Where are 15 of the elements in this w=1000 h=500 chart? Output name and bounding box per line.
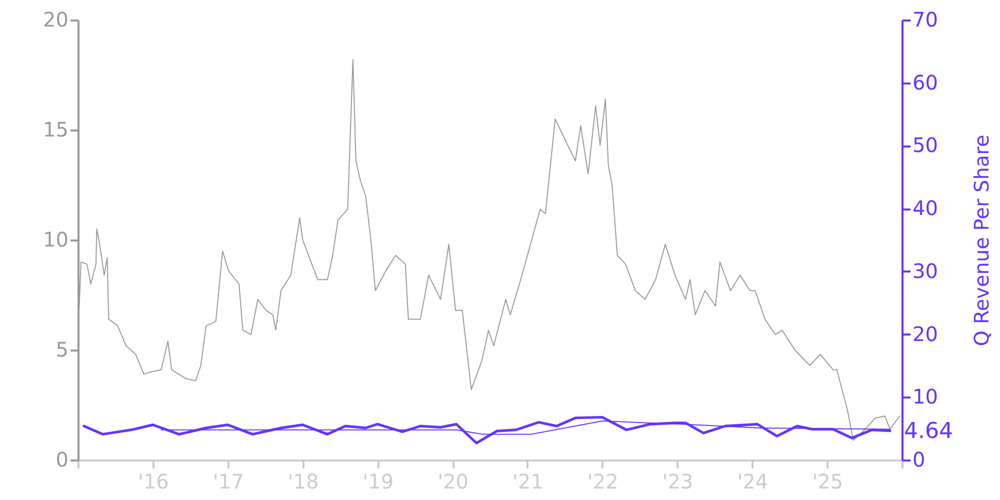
y2-axis-title: Q Revenue Per Share <box>970 134 994 346</box>
y2-tick-label: 20 <box>912 322 938 346</box>
y-tick-label: 0 <box>56 448 68 472</box>
y2-tick-label: 70 <box>912 8 938 32</box>
y2-tick-label: 0 <box>912 448 926 472</box>
y-tick-label: 10 <box>43 228 68 252</box>
y2-tick-label: 50 <box>912 133 938 158</box>
y2-tick-label: 10 <box>912 384 938 409</box>
y2-tick-label: 30 <box>912 258 938 283</box>
y-tick-label: 15 <box>43 118 68 142</box>
y-tick-label: 20 <box>43 8 68 32</box>
y2-tick-label: 40 <box>912 196 938 220</box>
y2-tick-label: 60 <box>912 70 938 94</box>
data-label: 4.64 <box>904 418 953 444</box>
y-tick-label: 5 <box>56 338 68 362</box>
